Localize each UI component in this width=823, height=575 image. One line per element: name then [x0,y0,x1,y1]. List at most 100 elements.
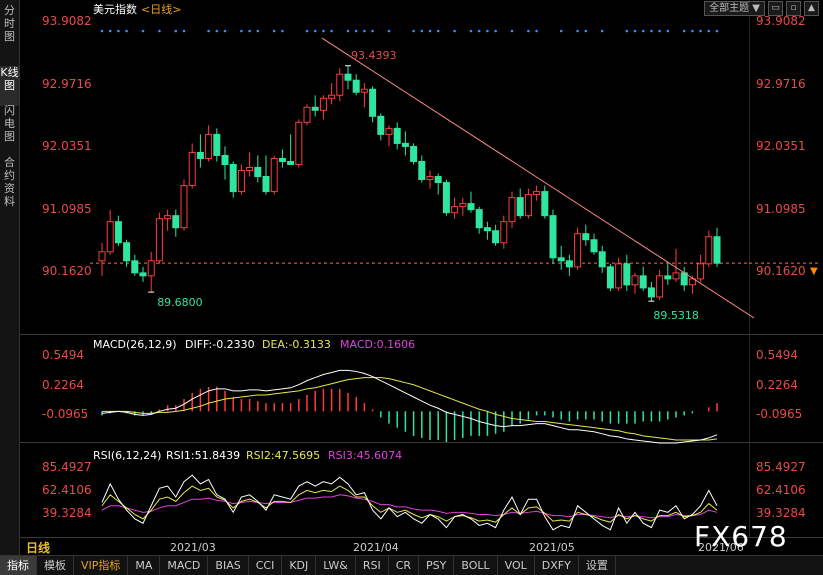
candle-body [483,227,491,232]
signal-dot [108,29,112,33]
tab-kline[interactable]: K线图 [0,66,19,106]
candle-body [205,133,213,159]
signal-dot [207,29,210,33]
tab-rsi[interactable]: RSI [356,556,389,575]
tab-vip-indicator[interactable]: VIP指标 [74,556,129,575]
macd-diff-value: DIFF:-0.2330 [185,338,255,351]
tab-psy[interactable]: PSY [419,556,455,575]
period-label[interactable]: 日线 [26,541,51,555]
candle-body [574,233,582,268]
candle-body [533,191,541,196]
tab-dxfy[interactable]: DXFY [535,556,579,575]
tab-cr[interactable]: CR [389,556,420,575]
rsi1-value: RSI1:51.8439 [166,449,240,462]
candle-body [213,133,221,156]
candle-body [336,73,344,96]
expand-button[interactable]: ▫ [786,0,801,16]
tab-vol[interactable]: VOL [498,556,535,575]
signal-dot [576,29,579,33]
watermark-logo: FX678 [694,520,788,553]
rsi-axis-label: 62.4106 [42,483,92,497]
candle-body [98,251,106,262]
candle-body [164,215,172,220]
candle-body [114,221,122,244]
signal-dots [100,29,719,33]
tab-contract-info[interactable]: 合约资料 [4,156,15,208]
candle-body [524,194,532,217]
candle-body [303,106,311,123]
rsi-axis-label-right: 39.3284 [756,506,806,520]
candle-body [319,97,327,111]
candle-body [713,236,721,264]
signal-dot [641,29,645,33]
price-axis-label-right: 91.0985 [756,202,806,216]
tab-template[interactable]: 模板 [37,556,74,575]
candle-body [508,197,516,223]
candle-body [639,275,647,289]
tab-indicator[interactable]: 指标 [0,556,37,575]
rsi2-value: RSI2:47.5695 [246,449,320,462]
rsi-axis-label: 39.3284 [42,506,92,520]
rsi-title: RSI(6,12,24) [93,449,161,462]
tab-cci[interactable]: CCI [249,556,283,575]
macd-hist-value: MACD:0.1606 [340,338,415,351]
theme-select[interactable]: 全部主题 ▼ [704,0,765,16]
collapse-button[interactable]: ▲ [804,0,819,16]
candle-body [672,272,680,280]
tab-lw-[interactable]: LW& [316,556,356,575]
signal-dot [633,29,637,33]
signal-dot [453,29,456,33]
signal-dot [117,29,120,33]
time-axis-label: 2021/03 [170,541,216,554]
signal-dot [510,29,514,33]
tab-ma[interactable]: MA [128,556,161,575]
candle-body [311,106,319,111]
candle-body [647,287,655,298]
tab-macd[interactable]: MACD [160,556,209,575]
signal-dot [313,29,317,33]
signal-dot [182,29,186,33]
low-price-marker-right: 89.5318 [653,309,699,322]
candle-body [442,182,450,214]
candle-body [697,263,705,280]
time-axis-label: 2021/04 [353,541,399,554]
tab-kdj[interactable]: KDJ [282,556,317,575]
instrument-title: 美元指数 [93,2,137,16]
macd-axis-label-right: 0.5494 [756,348,798,362]
trendline [321,37,755,319]
restore-button[interactable]: ▭ [768,0,783,16]
tab-timeshare[interactable]: 分时图 [4,4,15,43]
candle-body [254,166,262,178]
price-axis-label-right: 92.0351 [756,139,806,153]
signal-dot [363,29,366,33]
macd-dea-value: DEA:-0.3133 [262,338,331,351]
signal-dot [428,29,432,33]
tab-bias[interactable]: BIAS [208,556,249,575]
macd-diff-line [101,369,718,444]
view-sidebar: 分时图 K线图 闪电图 合约资料 [0,0,20,555]
tab-settings[interactable]: 设置 [579,556,616,575]
candle-body [377,115,385,135]
expand-icon: ▫ [790,2,797,13]
tab-flash[interactable]: 闪电图 [4,104,15,143]
price-chart[interactable]: 美元指数 <日线> 93.9082 92.9716 92.0351 91.098… [20,0,823,555]
candle-body [237,170,245,193]
candle-body [393,127,401,144]
macd-dea-line [102,377,718,441]
time-axis-label: 2021/06 [698,541,744,554]
candle-body [172,215,180,229]
candle-body [582,233,590,241]
candle-body [565,260,573,268]
rsi1-line [101,474,718,531]
candle-body [369,88,377,117]
period-indicator: <日线> [141,2,181,16]
price-axis-label-right: 93.9082 [756,14,806,28]
current-price-arrow-icon: ▼ [810,266,818,277]
signal-dot [281,29,284,33]
candle-body [418,160,426,181]
candle-body [270,157,278,193]
signal-dot [707,29,711,33]
macd-axis-label: 0.5494 [42,348,84,362]
tab-boll[interactable]: BOLL [454,556,498,575]
macd-axis-label: -0.0965 [42,407,88,421]
